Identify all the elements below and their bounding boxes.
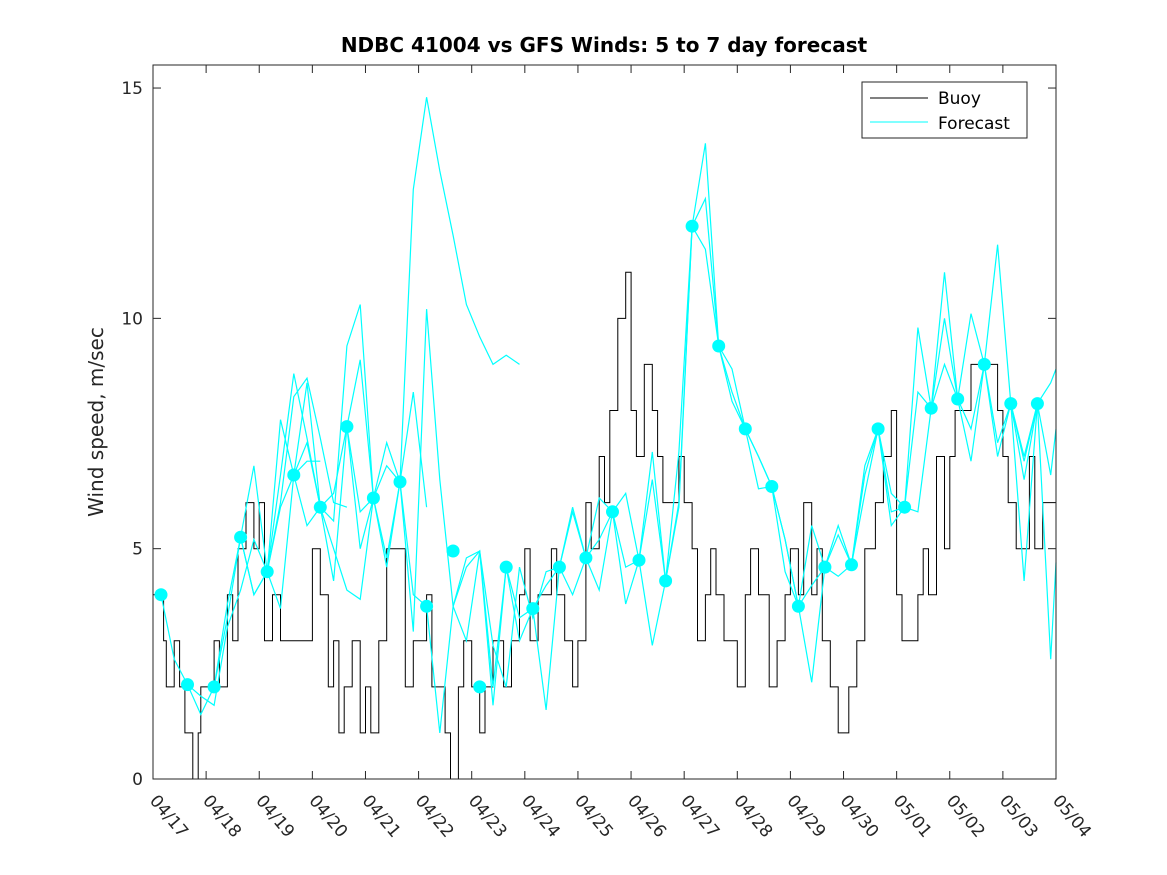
forecast-marker-29	[924, 401, 938, 415]
chart-title: NDBC 41004 vs GFS Winds: 5 to 7 day fore…	[341, 33, 868, 57]
y-tick-label: 5	[132, 540, 143, 560]
forecast-marker-2	[207, 680, 221, 694]
y-axis-label: Wind speed, m/sec	[84, 327, 108, 517]
forecast-marker-17	[606, 505, 619, 519]
legend: Buoy Forecast	[861, 81, 1028, 139]
buoy-series	[153, 271, 1057, 780]
forecast-marker-4	[260, 565, 274, 579]
plot-area	[153, 65, 1056, 779]
legend-box	[861, 81, 1028, 139]
forecast-marker-24	[791, 599, 805, 613]
forecast-marker-12	[473, 680, 487, 694]
forecast-marker-group	[154, 219, 1044, 694]
forecast-marker-26	[845, 558, 858, 572]
forecast-marker-33	[1030, 397, 1044, 411]
forecast-marker-1	[181, 678, 194, 692]
forecast-marker-6	[313, 500, 327, 514]
forecast-marker-19	[659, 574, 673, 588]
forecast-marker-3	[234, 530, 248, 544]
forecast-marker-10	[420, 599, 434, 613]
forecast-marker-20	[685, 219, 699, 233]
forecast-marker-14	[526, 602, 540, 616]
forecast-marker-30	[951, 392, 965, 406]
forecast-marker-7	[340, 420, 354, 434]
forecast-marker-22	[738, 422, 752, 436]
forecast-marker-9	[393, 475, 407, 489]
forecast-marker-23	[765, 480, 779, 493]
forecast-marker-25	[818, 560, 832, 574]
forecast-marker-11	[446, 544, 460, 558]
forecast-marker-5	[287, 468, 301, 482]
forecast-marker-27	[871, 422, 885, 436]
forecast-marker-0	[154, 588, 168, 602]
forecast-marker-32	[1004, 397, 1018, 411]
forecast-marker-16	[579, 551, 593, 565]
forecast-marker-15	[552, 560, 566, 574]
forecast-line-5	[293, 97, 520, 601]
y-tick-label: 0	[132, 770, 143, 790]
legend-label-buoy: Buoy	[938, 89, 981, 109]
forecast-marker-28	[898, 500, 912, 514]
forecast-marker-13	[499, 560, 513, 574]
y-tick-label: 10	[121, 309, 143, 329]
buoy-line	[153, 271, 1057, 780]
y-axis: 0 5 10 15	[121, 79, 1056, 790]
forecast-line-18	[983, 364, 1057, 660]
forecast-marker-18	[632, 553, 646, 567]
forecast-line-17	[930, 362, 1057, 581]
forecast-marker-31	[977, 357, 991, 371]
plot-frame	[152, 64, 1057, 780]
forecast-marker-21	[712, 339, 726, 353]
forecast-marker-8	[366, 491, 380, 505]
y-tick-label: 15	[121, 79, 143, 99]
legend-label-forecast: Forecast	[938, 114, 1010, 134]
